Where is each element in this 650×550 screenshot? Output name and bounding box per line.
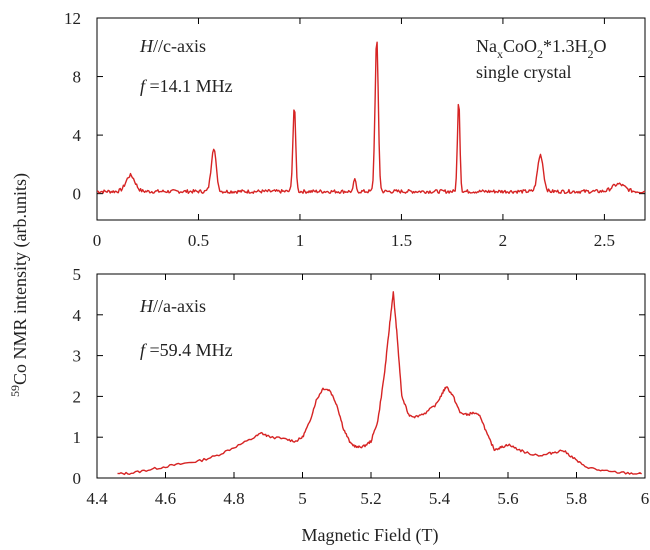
y-tick-label: 0: [73, 185, 82, 204]
x-tick-label: 5: [298, 489, 307, 508]
y-tick-label: 0: [73, 469, 82, 488]
x-tick-label: 4.8: [223, 489, 244, 508]
top-field-direction-label: H//c-axis: [139, 36, 206, 56]
y-axis-label: 59Co NMR intensity (arb.units): [8, 173, 31, 397]
y-tick-label: 12: [64, 9, 81, 28]
top-frequency-label: f =14.1 MHz: [140, 76, 233, 96]
y-tick-label: 1: [73, 428, 82, 447]
x-tick-label: 6: [641, 489, 650, 508]
spectrum-line: [96, 41, 646, 194]
x-tick-label: 5.2: [360, 489, 381, 508]
x-tick-label: 4.6: [155, 489, 176, 508]
x-axis-label: Magnetic Field (T): [302, 525, 439, 546]
bottom-field-direction-label: H//a-axis: [139, 296, 206, 316]
top-panel: 0 0.5 1 1.5 2 2.5 0 4 8 12: [64, 9, 646, 250]
y-tick-label: 8: [73, 68, 82, 87]
x-tick-label: 5.6: [497, 489, 518, 508]
x-tick-label: 2: [499, 231, 508, 250]
bottom-frequency-label: f =59.4 MHz: [140, 340, 233, 360]
sample-type-label: single crystal: [476, 62, 571, 82]
x-tick-label: 1.5: [391, 231, 412, 250]
y-tick-label: 3: [73, 347, 82, 366]
y-tick-label: 4: [73, 306, 82, 325]
y-tick-label: 2: [73, 387, 82, 406]
y-tick-label: 4: [73, 126, 82, 145]
x-tick-label: 5.4: [429, 489, 451, 508]
x-tick-label: 1: [296, 231, 305, 250]
x-tick-label: 4.4: [86, 489, 108, 508]
bottom-panel: 4.4 4.6 4.8 5 5.2 5.4 5.6 5.8 6 0 1 2 3 4 5: [73, 265, 650, 508]
sample-formula-label: NaxCoO2*1.3H2O: [476, 36, 607, 61]
x-tick-label: 0.5: [188, 231, 209, 250]
spectrum-line: [117, 291, 643, 476]
y-tick-label: 5: [73, 265, 82, 284]
x-tick-label: 2.5: [594, 231, 615, 250]
plot-frame: [96, 17, 646, 221]
x-tick-label: 5.8: [566, 489, 587, 508]
x-tick-label: 0: [93, 231, 102, 250]
